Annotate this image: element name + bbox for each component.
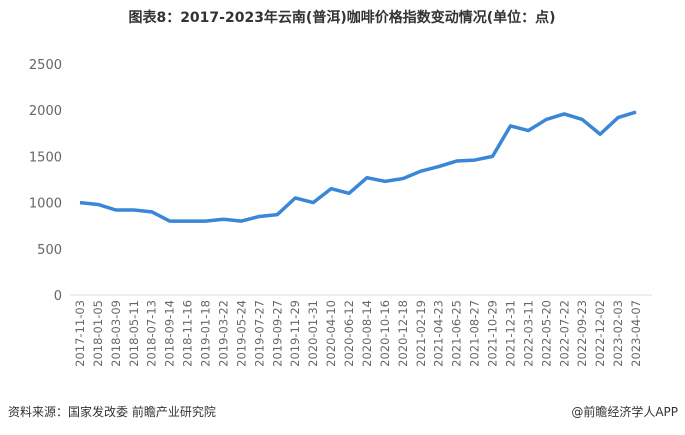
credit: @前瞻经济学人APP <box>571 404 678 419</box>
x-tick-label: 2019-07-27 <box>252 300 266 367</box>
x-tick-label: 2019-05-24 <box>234 300 248 367</box>
x-tick-label: 2017-11-03 <box>73 300 87 367</box>
x-tick-label: 2020-10-16 <box>378 300 392 367</box>
data-line <box>79 110 637 223</box>
source: 资料来源：国家发改委 前瞻产业研究院 <box>8 404 216 419</box>
y-tick-label: 500 <box>37 243 62 258</box>
x-tick-label: 2023-02-03 <box>611 300 625 367</box>
x-tick-label: 2019-09-27 <box>270 300 284 367</box>
y-tick-label: 2000 <box>29 104 62 119</box>
x-tick-label: 2021-04-23 <box>432 300 446 367</box>
x-tick-label: 2020-06-12 <box>342 300 356 367</box>
x-tick-label: 2018-09-14 <box>163 300 177 367</box>
x-tick-label: 2021-12-31 <box>503 300 517 367</box>
x-tick-label: 2020-12-18 <box>396 300 410 367</box>
x-tick-label: 2021-08-27 <box>468 300 482 367</box>
x-tick-label: 2018-05-11 <box>127 300 141 367</box>
x-tick-label: 2022-03-11 <box>521 300 535 367</box>
y-tick-label: 0 <box>54 289 62 304</box>
x-tick-label: 2020-08-14 <box>360 300 374 367</box>
x-tick-label: 2020-01-31 <box>306 300 320 367</box>
y-tick-label: 1500 <box>29 150 62 165</box>
x-tick-label: 2022-07-22 <box>557 300 571 367</box>
x-tick-label: 2021-02-19 <box>414 300 428 367</box>
x-tick-label: 2020-04-10 <box>324 300 338 367</box>
x-tick-label: 2021-10-29 <box>486 300 500 367</box>
x-tick-label: 2021-06-25 <box>450 300 464 367</box>
x-tick-label: 2022-09-23 <box>575 300 589 367</box>
x-tick-label: 2019-03-22 <box>216 300 230 367</box>
x-tick-label: 2018-07-13 <box>145 300 159 367</box>
x-tick-label: 2022-12-02 <box>593 300 607 367</box>
y-tick-label: 2500 <box>29 58 62 73</box>
y-tick-label: 1000 <box>29 197 62 212</box>
x-tick-label: 2018-11-16 <box>181 300 195 367</box>
chart-title: 图表8：2017-2023年云南(普洱)咖啡价格指数变动情况(单位：点) <box>128 9 555 26</box>
x-tick-label: 2019-11-29 <box>288 300 302 367</box>
x-tick-label: 2018-01-05 <box>91 300 105 367</box>
x-tick-label: 2019-01-18 <box>199 300 213 367</box>
x-tick-label: 2023-04-07 <box>629 300 643 367</box>
x-tick-label: 2022-05-20 <box>539 300 553 367</box>
x-tick-label: 2018-03-09 <box>109 300 123 367</box>
